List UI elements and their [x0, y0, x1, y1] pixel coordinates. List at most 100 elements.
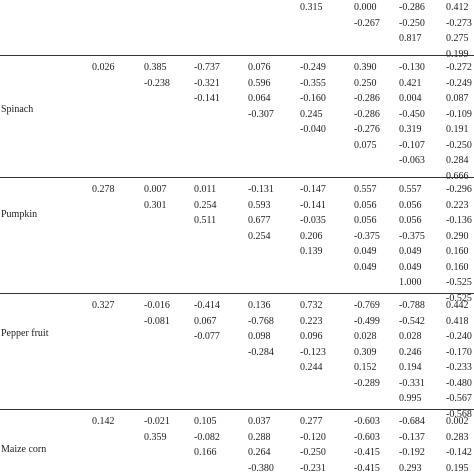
- table-cell: 0.049: [399, 261, 422, 273]
- table-cell: -0.238: [144, 77, 170, 89]
- table-cell: 0.319: [399, 124, 422, 135]
- table-cell: 0.557: [399, 184, 422, 195]
- row-label: Maize corn: [1, 444, 47, 455]
- table-cell: 0.442: [446, 300, 469, 311]
- table-cell: -0.136: [446, 215, 472, 226]
- table-cell: -0.137: [399, 431, 425, 443]
- table-cell: 0.301: [144, 199, 167, 211]
- table-cell: 0.254: [248, 230, 271, 242]
- table-cell: -0.021: [144, 416, 170, 427]
- table-cell: 0.194: [399, 362, 422, 373]
- table-cell: -0.286: [354, 108, 380, 120]
- table-cell: 0.206: [300, 230, 323, 242]
- table-cell: -0.769: [354, 300, 380, 311]
- table-cell: -0.542: [399, 315, 425, 327]
- row-label: Pumpkin: [1, 209, 38, 220]
- table-cell: -0.331: [399, 377, 425, 389]
- table-cell: 0.557: [354, 184, 377, 195]
- table-cell: -0.267: [354, 17, 380, 29]
- table-cell: -0.040: [300, 124, 326, 135]
- table-cell: 0.250: [354, 77, 377, 89]
- table-cell: -0.250: [446, 139, 472, 151]
- table-cell: 0.195: [446, 462, 469, 474]
- table-cell: -0.414: [194, 300, 220, 311]
- table-cell: 0.049: [354, 246, 377, 257]
- table-cell: 0.245: [300, 108, 323, 120]
- table-cell: -0.147: [300, 184, 326, 195]
- table-cell: -0.499: [354, 315, 380, 327]
- table-cell: 0.160: [446, 261, 469, 273]
- table-cell: 0.152: [354, 362, 377, 373]
- table-cell: -0.123: [300, 346, 326, 358]
- table-cell: 0.293: [399, 462, 422, 474]
- table-cell: -0.082: [194, 431, 220, 443]
- table-cell: 0.075: [354, 139, 377, 151]
- table-cell: -0.231: [300, 462, 326, 474]
- table-cell: 0.096: [300, 331, 323, 342]
- table-cell: -0.107: [399, 139, 425, 151]
- table-cell: 0.087: [446, 93, 469, 104]
- table-cell: 0.385: [144, 62, 167, 73]
- table-cell: -0.109: [446, 108, 472, 120]
- row-label: Spinach: [1, 104, 34, 115]
- table-cell: -0.284: [248, 346, 274, 358]
- table-cell: 0.418: [446, 315, 469, 327]
- table-cell: 0.136: [248, 300, 271, 311]
- table-cell: -0.415: [354, 462, 380, 474]
- table-cell: -0.131: [248, 184, 274, 195]
- table-cell: 0.288: [248, 431, 271, 443]
- table-cell: -0.603: [354, 416, 380, 427]
- table-cell: 0.359: [144, 431, 167, 443]
- table-cell: 0.275: [446, 33, 469, 44]
- table-cell: 0.160: [446, 246, 469, 257]
- row-label: Pepper fruit: [1, 328, 49, 339]
- table-cell: -0.286: [354, 93, 380, 104]
- table-cell: -0.249: [300, 62, 326, 73]
- row-divider: [0, 55, 474, 56]
- table-cell: 0.995: [399, 393, 422, 404]
- table-cell: 0.277: [300, 416, 323, 427]
- table-cell: 0.049: [354, 261, 377, 273]
- table-cell: -0.276: [354, 124, 380, 135]
- table-cell: -0.192: [399, 447, 425, 458]
- table-cell: 0.056: [354, 215, 377, 226]
- table-cell: 0.028: [354, 331, 377, 342]
- table-cell: -0.130: [399, 62, 425, 73]
- table-cell: 0.004: [399, 93, 422, 104]
- table-cell: 1.000: [399, 277, 422, 288]
- table-cell: 0.105: [194, 416, 217, 427]
- table-cell: 0.309: [354, 346, 377, 358]
- table-cell: 0.076: [248, 62, 271, 73]
- table-cell: -0.321: [194, 77, 220, 89]
- table-cell: 0.007: [144, 184, 167, 195]
- table-cell: -0.296: [446, 184, 472, 195]
- table-cell: 0.327: [92, 300, 115, 311]
- table-cell: -0.233: [446, 362, 472, 373]
- table-cell: -0.684: [399, 416, 425, 427]
- table-cell: 0.421: [399, 77, 422, 89]
- row-divider: [0, 293, 474, 294]
- table-cell: -0.380: [248, 462, 274, 474]
- table-cell: 0.166: [194, 447, 217, 458]
- table-cell: 0.596: [248, 77, 271, 89]
- table-cell: -0.375: [399, 230, 425, 242]
- table-cell: 0.315: [300, 2, 323, 13]
- table-cell: -0.450: [399, 108, 425, 120]
- table-cell: 0.264: [248, 447, 271, 458]
- table-cell: -0.170: [446, 346, 472, 358]
- table-cell: 0.056: [399, 215, 422, 226]
- table-cell: -0.307: [248, 108, 274, 120]
- table-cell: -0.160: [300, 93, 326, 104]
- table-cell: -0.249: [446, 77, 472, 89]
- table-cell: 0.056: [399, 199, 422, 211]
- table-cell: 0.390: [354, 62, 377, 73]
- table-cell: 0.000: [354, 2, 377, 13]
- table-cell: 0.067: [194, 315, 217, 327]
- table-cell: -0.272: [446, 62, 472, 73]
- table-cell: 0.011: [194, 184, 217, 195]
- table-cell: -0.568: [446, 408, 472, 420]
- table-cell: -0.016: [144, 300, 170, 311]
- table-cell: 0.037: [248, 416, 271, 427]
- table-cell: 0.254: [194, 199, 217, 211]
